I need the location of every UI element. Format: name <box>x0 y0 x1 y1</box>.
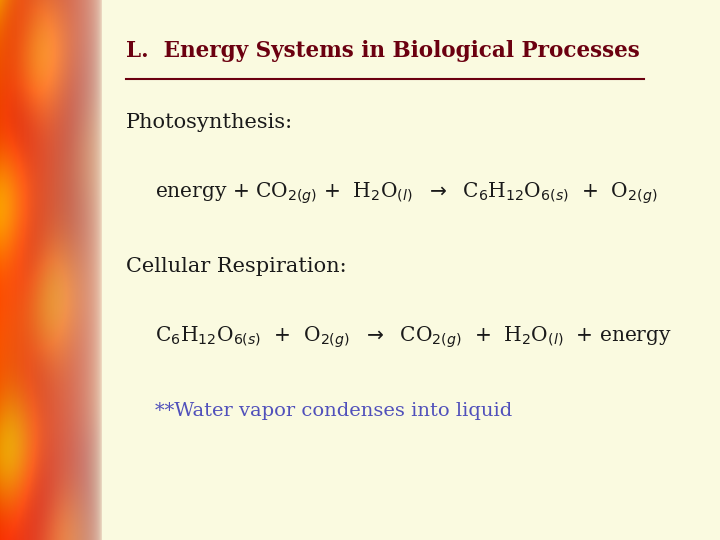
Text: energy + CO$_{2(g)}$ +  H$_2$O$_{(l)}$  $\rightarrow$  C$_6$H$_{12}$O$_{6(s)}$  : energy + CO$_{2(g)}$ + H$_2$O$_{(l)}$ $\… <box>155 181 657 206</box>
Text: **Water vapor condenses into liquid: **Water vapor condenses into liquid <box>155 402 512 420</box>
Text: Photosynthesis:: Photosynthesis: <box>126 113 293 132</box>
Text: Cellular Respiration:: Cellular Respiration: <box>126 256 346 275</box>
Text: C$_6$H$_{12}$O$_{6(s)}$  +  O$_{2(g)}$  $\rightarrow$  CO$_{2(g)}$  +  H$_2$O$_{: C$_6$H$_{12}$O$_{6(s)}$ + O$_{2(g)}$ $\r… <box>155 324 672 349</box>
Text: L.  Energy Systems in Biological Processes: L. Energy Systems in Biological Processe… <box>126 40 640 63</box>
